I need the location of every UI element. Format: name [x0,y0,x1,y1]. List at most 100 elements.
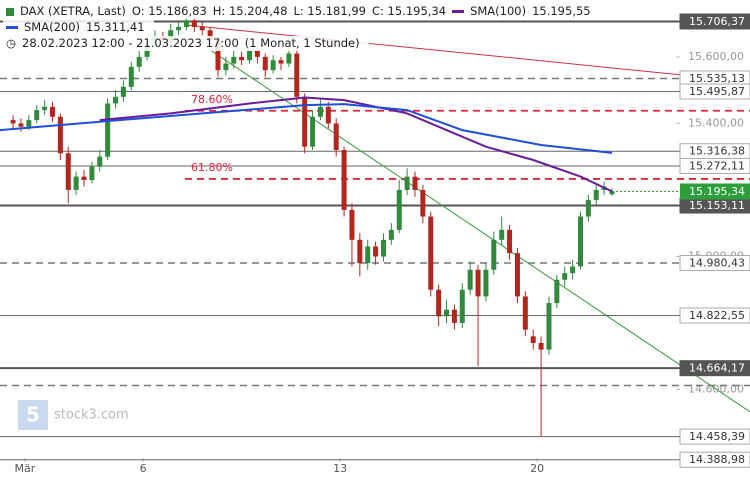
level-box [679,157,750,174]
level-box [679,83,750,100]
level-label: 14.458,39 [689,430,745,443]
candle-body [357,239,363,264]
candle-body [412,176,418,190]
legend-value: 15.195,55 [532,4,591,18]
candle-body [530,336,536,343]
logo [18,400,48,430]
sma-line [99,96,613,193]
candle-body [436,289,442,317]
candle-body [514,253,520,297]
candle-body [593,189,599,200]
candle-body [396,189,402,230]
legend-swatch [452,10,465,13]
candle-body [507,229,513,254]
candle-body [239,56,245,61]
current-box [680,183,750,200]
candle-body [459,289,465,323]
candle-body [49,106,55,117]
candle-body [223,63,229,71]
legend-value: 15.311,41 [86,20,145,34]
level-label: 14.980,43 [689,256,745,269]
level-label: 14.664,17 [689,362,745,375]
candle-body [81,176,87,180]
level-box [679,307,750,324]
legend-name: SMA(100) [470,4,527,18]
level-label: 15.316,38 [689,145,745,158]
candle-body [247,50,253,61]
level-label: 15.535,13 [689,72,745,85]
period: 28.02.2023 12:00 - 21.03.2023 17:00 [22,36,239,50]
fib-label: 78.60% [191,93,233,106]
candle-body [26,120,32,127]
x-tick-label: 20 [530,462,544,475]
candle-body [491,239,497,270]
candle-body [57,116,63,154]
candle-body [483,269,489,297]
candle-body [609,191,615,195]
candle-body [270,60,276,71]
candle-body [585,199,591,217]
candle-body [333,123,339,151]
candle-body [294,53,300,97]
candle-body [365,246,371,264]
candle-body [65,153,71,190]
trendline [184,24,750,83]
candle-body [522,296,528,330]
interval: (1 Monat, 1 Stunde) [244,36,360,50]
level-box [679,451,750,468]
candle-body [380,239,386,257]
candle-body [444,309,450,317]
y-tick-label: 15.400,00 [688,116,744,129]
candle-body [554,279,560,304]
candle-body [254,50,260,57]
watermark: stock3.com [54,408,129,423]
level-box [679,428,750,445]
candle-body [341,150,347,210]
current-label: 15.195,34 [689,185,745,198]
x-tick-label: 6 [140,462,147,475]
candle-body [10,120,16,124]
candle-body [113,96,119,104]
period-row: ◷ 28.02.2023 12:00 - 21.03.2023 17:00 (1 M… [3,36,369,51]
ohlc: O: 15.186,83 [131,4,207,18]
candle-body [562,273,568,280]
candle-body [325,106,331,124]
fib-label: 61.80% [191,161,233,174]
candle-body [467,269,473,290]
level-label: 15.153,11 [689,199,745,212]
candle-body [231,56,237,64]
candle-body [302,96,308,147]
candle-body [546,303,552,350]
legend-swatch [6,26,18,29]
candle-body [136,56,142,67]
ohlc: L: 15.181,99 [293,4,366,18]
candle-body [349,209,355,240]
logo-mark: 5 [26,403,40,427]
candle-body [183,20,189,27]
candle-body [420,189,426,217]
legend-row: SMA(200) 15.311,41 [3,20,154,35]
candle-body [191,20,197,27]
candle-body [168,30,174,41]
level-label: 15.495,87 [689,85,745,98]
y-tick-label: 15.600,00 [688,50,744,63]
x-tick-label: Mär [15,462,36,475]
candle-body [278,60,284,64]
ohlc: H: 15.204,48 [212,4,288,18]
candle-body [176,26,182,31]
candle-body [577,216,583,267]
candle-body [286,53,292,64]
candle-body [120,86,126,97]
legend-row: DAX (XETRA, Last) O: 15.186,83 H: 15.204,4… [3,4,600,19]
candle-body [404,176,410,190]
candle-body [499,229,505,240]
candle-body [317,106,323,117]
candle-body [105,103,111,157]
candle-body [451,309,457,323]
candle-body [475,269,481,297]
level-label: 14.822,55 [689,309,745,322]
candle-body [373,246,379,257]
level-label: 15.272,11 [689,159,745,172]
